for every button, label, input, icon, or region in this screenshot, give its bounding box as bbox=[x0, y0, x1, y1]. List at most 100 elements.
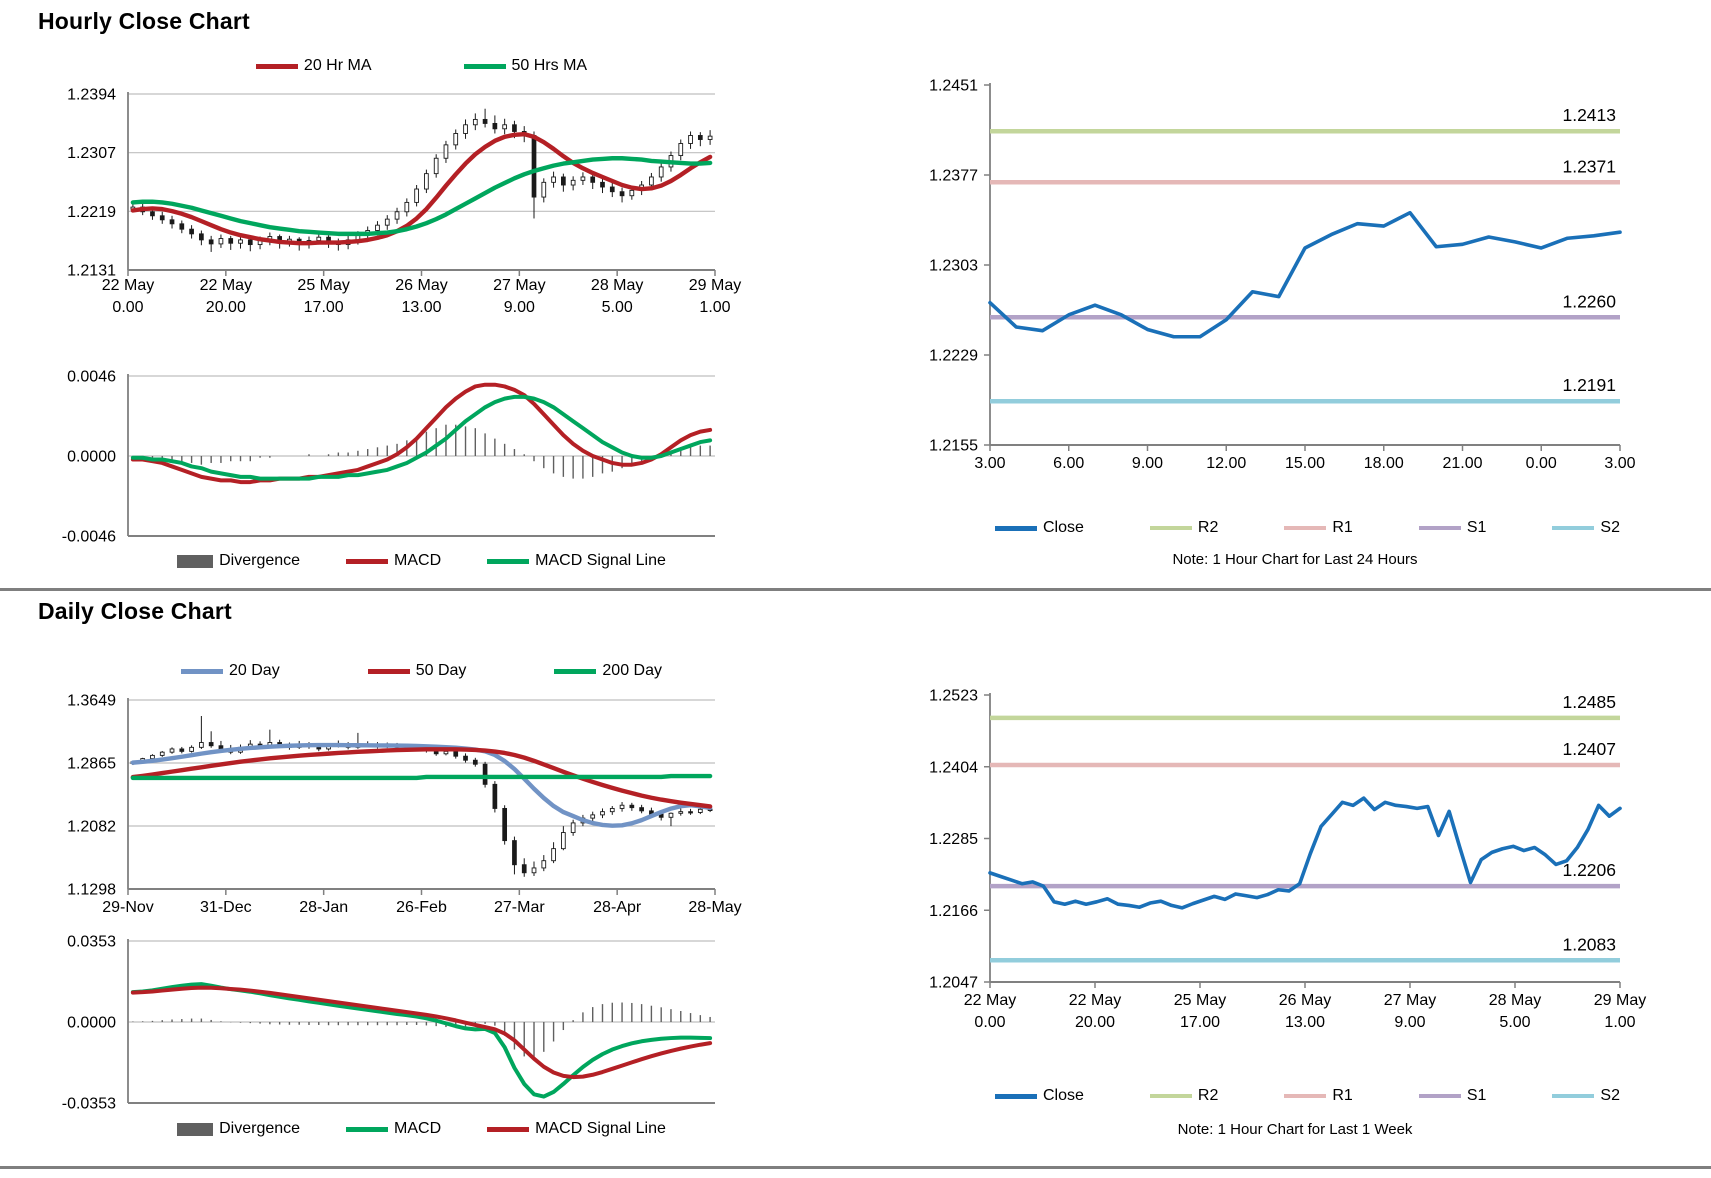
svg-text:1.2377: 1.2377 bbox=[929, 168, 978, 185]
svg-text:0.00: 0.00 bbox=[974, 1014, 1005, 1031]
svg-text:25 May: 25 May bbox=[297, 277, 349, 294]
svg-text:22 May: 22 May bbox=[1069, 992, 1121, 1009]
svg-text:28-May: 28-May bbox=[688, 899, 741, 916]
legend-label: S1 bbox=[1466, 1087, 1487, 1104]
r2-line-swatch bbox=[1149, 526, 1192, 530]
svg-text:1.2303: 1.2303 bbox=[929, 258, 978, 275]
legend-item-s1: S1 bbox=[1418, 519, 1487, 537]
legend-label: S1 bbox=[1466, 519, 1487, 536]
50day-line-swatch bbox=[367, 668, 410, 674]
svg-text:0.0046: 0.0046 bbox=[67, 369, 116, 386]
legend-item-close: Close bbox=[995, 519, 1084, 537]
legend-item-divergence: Divergence bbox=[177, 552, 300, 570]
svg-text:21.00: 21.00 bbox=[1442, 455, 1482, 472]
legend-label: Divergence bbox=[219, 1120, 301, 1137]
svg-text:1.2413: 1.2413 bbox=[1562, 105, 1616, 125]
s1-line-swatch bbox=[1418, 1094, 1461, 1098]
hourly-section-title: Hourly Close Chart bbox=[38, 8, 250, 34]
hourly-ma-legend: 20 Hr MA 50 Hrs MA bbox=[128, 57, 715, 75]
svg-text:-0.0353: -0.0353 bbox=[62, 1096, 116, 1113]
bottom-separator bbox=[0, 1166, 1711, 1169]
legend-label: R2 bbox=[1197, 519, 1219, 536]
macd-signal-line-swatch bbox=[487, 558, 530, 564]
legend-item-200day: 200 Day bbox=[554, 662, 662, 680]
legend-label: R1 bbox=[1332, 519, 1353, 536]
legend-item-close: Close bbox=[995, 1087, 1084, 1105]
svg-text:6.00: 6.00 bbox=[1053, 455, 1084, 472]
svg-text:27 May: 27 May bbox=[1384, 992, 1436, 1009]
svg-text:12.00: 12.00 bbox=[1206, 455, 1246, 472]
svg-text:26-Feb: 26-Feb bbox=[396, 899, 447, 916]
svg-text:25 May: 25 May bbox=[1174, 992, 1226, 1009]
legend-label: 50 Hrs MA bbox=[511, 57, 588, 74]
legend-label: R1 bbox=[1332, 1087, 1353, 1104]
svg-text:28-Apr: 28-Apr bbox=[593, 899, 642, 916]
legend-label: Close bbox=[1043, 519, 1084, 536]
r1-line-swatch bbox=[1284, 1094, 1327, 1098]
svg-text:26 May: 26 May bbox=[395, 277, 447, 294]
svg-text:1.3649: 1.3649 bbox=[67, 693, 116, 710]
svg-text:29 May: 29 May bbox=[689, 277, 741, 294]
section-separator bbox=[0, 588, 1711, 591]
legend-item-50hr-ma: 50 Hrs MA bbox=[463, 57, 588, 75]
legend-item-r2: R2 bbox=[1149, 519, 1219, 537]
daily-section-title: Daily Close Chart bbox=[38, 598, 232, 624]
legend-item-r1: R1 bbox=[1284, 1087, 1353, 1105]
svg-text:1.2285: 1.2285 bbox=[929, 831, 978, 848]
svg-text:1.2307: 1.2307 bbox=[67, 145, 116, 162]
legend-label: Close bbox=[1043, 1087, 1084, 1104]
s2-line-swatch bbox=[1552, 1094, 1595, 1098]
close-line-swatch bbox=[995, 525, 1037, 531]
legend-label: 200 Day bbox=[602, 662, 662, 679]
legend-label: MACD bbox=[394, 1120, 442, 1137]
legend-item-s2: S2 bbox=[1552, 519, 1620, 537]
svg-text:1.2407: 1.2407 bbox=[1562, 739, 1616, 759]
svg-text:1.2047: 1.2047 bbox=[929, 975, 978, 992]
svg-text:29 May: 29 May bbox=[1594, 992, 1646, 1009]
svg-text:20.00: 20.00 bbox=[206, 299, 246, 316]
svg-text:1.2206: 1.2206 bbox=[1562, 860, 1616, 880]
svg-text:-0.0046: -0.0046 bbox=[62, 529, 116, 546]
svg-text:1.2371: 1.2371 bbox=[1562, 156, 1616, 176]
svg-text:15.00: 15.00 bbox=[1285, 455, 1325, 472]
svg-text:9.00: 9.00 bbox=[504, 299, 535, 316]
20hr-ma-line-swatch bbox=[255, 63, 298, 69]
svg-text:0.00: 0.00 bbox=[1526, 455, 1557, 472]
legend-label: 50 Day bbox=[415, 662, 467, 679]
svg-text:22 May: 22 May bbox=[964, 992, 1016, 1009]
svg-text:13.00: 13.00 bbox=[401, 299, 441, 316]
s1-line-swatch bbox=[1418, 526, 1461, 530]
s2-line-swatch bbox=[1552, 526, 1595, 530]
svg-text:1.2485: 1.2485 bbox=[1562, 692, 1616, 712]
legend-item-macd: MACD bbox=[346, 1120, 441, 1138]
svg-text:3.00: 3.00 bbox=[974, 455, 1005, 472]
svg-text:3.00: 3.00 bbox=[1604, 455, 1635, 472]
svg-text:1.2523: 1.2523 bbox=[929, 688, 978, 705]
legend-label: S2 bbox=[1600, 519, 1620, 536]
divergence-swatch bbox=[177, 554, 214, 568]
svg-text:17.00: 17.00 bbox=[1180, 1014, 1220, 1031]
svg-text:28-Jan: 28-Jan bbox=[299, 899, 348, 916]
svg-text:0.0000: 0.0000 bbox=[67, 1015, 116, 1032]
legend-item-50day: 50 Day bbox=[367, 662, 467, 680]
svg-text:27 May: 27 May bbox=[493, 277, 545, 294]
svg-text:1.2260: 1.2260 bbox=[1562, 291, 1616, 311]
macd-signal-line-swatch bbox=[487, 1126, 530, 1132]
daily-macd-legend: Divergence MACD MACD Signal Line bbox=[128, 1120, 715, 1138]
svg-text:1.2082: 1.2082 bbox=[67, 819, 116, 836]
legend-label: R2 bbox=[1197, 1087, 1219, 1104]
weekly-sr-note: Note: 1 Hour Chart for Last 1 Week bbox=[1177, 1121, 1413, 1138]
svg-text:18.00: 18.00 bbox=[1364, 455, 1404, 472]
legend-item-20hr-ma: 20 Hr MA bbox=[255, 57, 372, 75]
svg-text:5.00: 5.00 bbox=[602, 299, 633, 316]
svg-text:1.00: 1.00 bbox=[699, 299, 730, 316]
svg-text:1.1298: 1.1298 bbox=[67, 882, 116, 899]
svg-text:26 May: 26 May bbox=[1279, 992, 1331, 1009]
svg-text:13.00: 13.00 bbox=[1285, 1014, 1325, 1031]
svg-text:1.2451: 1.2451 bbox=[929, 78, 978, 95]
svg-text:1.00: 1.00 bbox=[1604, 1014, 1635, 1031]
legend-label: 20 Day bbox=[229, 662, 280, 679]
svg-text:0.0000: 0.0000 bbox=[67, 449, 116, 466]
